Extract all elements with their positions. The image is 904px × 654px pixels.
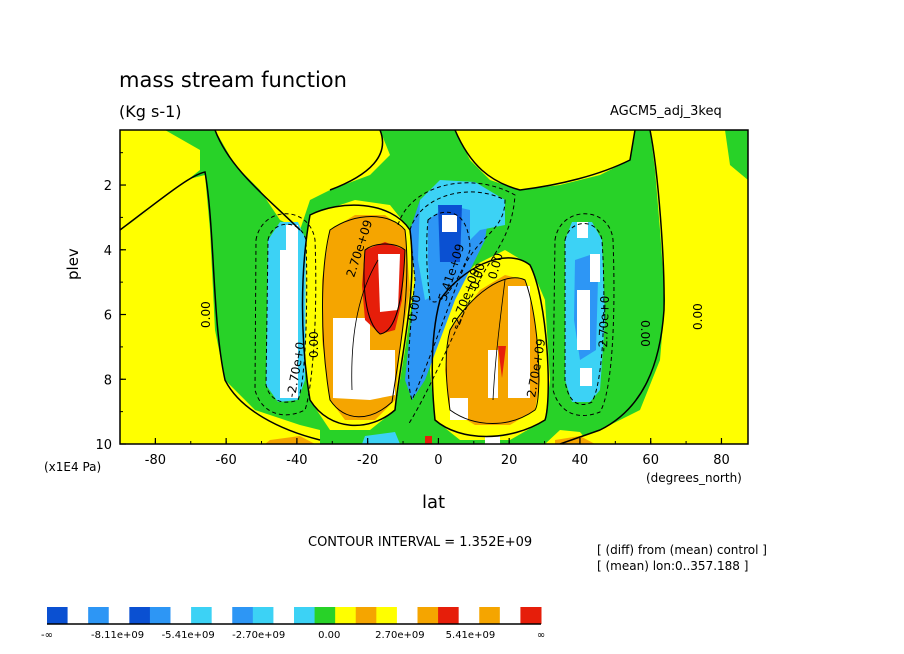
x-tick-label: 40	[572, 453, 589, 468]
x-axis-label: lat	[422, 492, 446, 513]
y-axis-ticks: 2 4 6 8 10	[95, 152, 126, 453]
note-diff: [ (diff) from (mean) control ]	[597, 543, 767, 557]
colorbar-swatch	[170, 607, 192, 624]
x-tick-label: -20	[357, 453, 378, 468]
plot-frame	[119, 129, 749, 445]
colorbar-swatch	[458, 607, 480, 624]
dataset-name: AGCM5_adj_3keq	[610, 104, 722, 119]
y-tick-label: 4	[104, 244, 112, 259]
colorbar-swatch	[396, 607, 418, 624]
colorbar-label: ∞	[537, 630, 545, 641]
contour-label: 0.00	[691, 303, 705, 330]
colorbar-swatch	[479, 607, 501, 624]
x-tick-label: 80	[713, 453, 730, 468]
colorbar-swatch	[88, 607, 110, 624]
colorbar-swatch	[149, 607, 171, 624]
colorbar-swatch	[273, 607, 295, 624]
colorbar-swatch	[314, 607, 336, 624]
colorbar-label: -8.11e+09	[91, 630, 144, 641]
y-tick-label: 8	[104, 373, 112, 388]
colorbar-swatch	[335, 607, 357, 624]
colorbar-label: -∞	[41, 630, 53, 641]
x-tick-label: 20	[501, 453, 518, 468]
colorbar-swatch	[232, 607, 254, 624]
colorbar-swatch	[211, 607, 233, 624]
colorbar: -∞ -8.11e+09 -5.41e+09 -2.70e+09 0.00 2.70e+0…	[41, 607, 545, 641]
colorbar-swatch	[47, 607, 69, 624]
colorbar-swatch	[417, 607, 439, 624]
colorbar-swatch	[294, 607, 316, 624]
colorbar-swatch	[67, 607, 89, 624]
contour-lines	[120, 130, 665, 444]
contour-interval: CONTOUR INTERVAL = 1.352E+09	[308, 535, 533, 550]
colorbar-swatch	[252, 607, 274, 624]
contour-label: 0.00	[467, 261, 487, 290]
colorbar-label: 2.70e+09	[375, 630, 425, 641]
x-axis-ticks: -80 -60 -40 -20 0 20 40 60 80	[119, 438, 730, 468]
colorbar-label: 0.00	[318, 630, 340, 641]
colorbar-swatch	[438, 607, 460, 624]
colorbar-label: -5.41e+09	[162, 630, 215, 641]
colorbar-swatch	[129, 607, 151, 624]
note-mean: [ (mean) lon:0..357.188 ]	[597, 559, 749, 573]
x-axis-unit: (degrees_north)	[646, 471, 742, 485]
contour-label: 0.00	[405, 294, 423, 323]
contour-label: 0.00	[199, 301, 213, 328]
colorbar-swatch	[499, 607, 521, 624]
x-tick-label: 60	[642, 453, 659, 468]
x-tick-label: 0	[434, 453, 442, 468]
y-tick-label: 2	[104, 179, 112, 194]
contour-label: -2.70e+0	[596, 296, 612, 353]
contour-label: 0.00	[638, 320, 652, 347]
colorbar-swatch	[355, 607, 377, 624]
y-axis-unit: (x1E4 Pa)	[44, 460, 102, 474]
colorbar-label: 5.41e+09	[446, 630, 496, 641]
colorbar-swatch	[520, 607, 542, 624]
y-tick-label: 6	[104, 309, 112, 324]
colorbar-label: -2.70e+09	[232, 630, 285, 641]
colorbar-swatch	[376, 607, 398, 624]
y-tick-label: 10	[95, 438, 112, 453]
colorbar-swatch	[108, 607, 130, 624]
contour-label: 0.00	[307, 331, 321, 358]
chart-title: mass stream function	[119, 68, 347, 92]
x-tick-label: -60	[216, 453, 237, 468]
chart-unit: (Kg s-1)	[119, 102, 182, 121]
colorbar-swatch	[191, 607, 213, 624]
x-tick-label: -80	[145, 453, 166, 468]
contour-label: 0.00	[485, 251, 505, 280]
x-tick-label: -40	[286, 453, 307, 468]
